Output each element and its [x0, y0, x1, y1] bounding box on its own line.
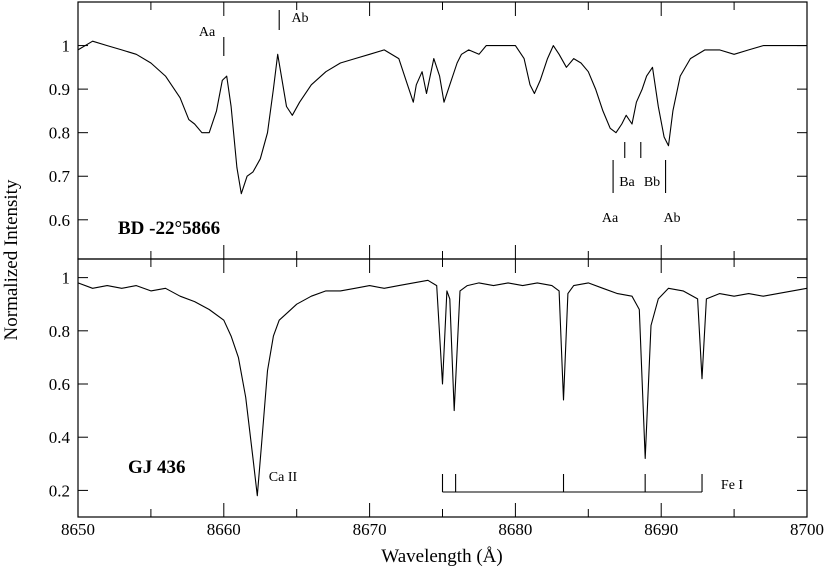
y-tick-label-bottom: 1	[62, 269, 71, 288]
y-tick-label-bottom: 0.8	[49, 322, 70, 341]
series-line-bd-22-5866	[77, 40, 807, 195]
x-tick-label: 8680	[498, 520, 532, 539]
y-tick-label-top: 0.7	[49, 167, 71, 186]
x-tick-label: 8670	[353, 520, 387, 539]
y-tick-label-bottom: 0.2	[49, 481, 70, 500]
y-tick-label-top: 0.8	[49, 124, 70, 143]
y-tick-label-top: 0.9	[49, 80, 70, 99]
x-tick-label: 8690	[644, 520, 678, 539]
y-tick-label-bottom: 0.6	[49, 375, 70, 394]
annotation-ab-top: Ab	[291, 11, 308, 26]
top-panel-title: BD -22°5866	[118, 218, 220, 239]
annotation-bb: Bb	[644, 175, 660, 190]
y-tick-label-top: 1	[62, 37, 71, 56]
x-tick-label: 8660	[207, 520, 241, 539]
x-tick-label: 8700	[790, 520, 824, 539]
series-line-gj-436	[77, 279, 808, 497]
x-axis-label: Wavelength (Å)	[381, 546, 502, 567]
annotation-fe-i: Fe I	[721, 478, 744, 493]
annotation-ab-bottom: Ab	[663, 211, 680, 226]
y-axis-label: Normalized Intensity	[1, 179, 22, 340]
y-tick-label-bottom: 0.4	[49, 428, 71, 447]
x-tick-label: 8650	[61, 520, 95, 539]
axis-tick-labels: 0.6 0.7 0.8 0.9 1 0.2 0.4 0.6 0.8 1 8650 8660 8670 86…	[49, 37, 824, 539]
y-tick-label-top: 0.6	[49, 211, 70, 230]
line-markers	[223, 10, 703, 493]
annotation-ba: Ba	[619, 175, 635, 190]
bottom-panel-title: GJ 436	[128, 457, 186, 478]
annotation-aa-top: Aa	[199, 25, 216, 40]
annotation-aa-bottom: Aa	[602, 211, 619, 226]
annotation-ca-ii: Ca II	[269, 470, 298, 485]
